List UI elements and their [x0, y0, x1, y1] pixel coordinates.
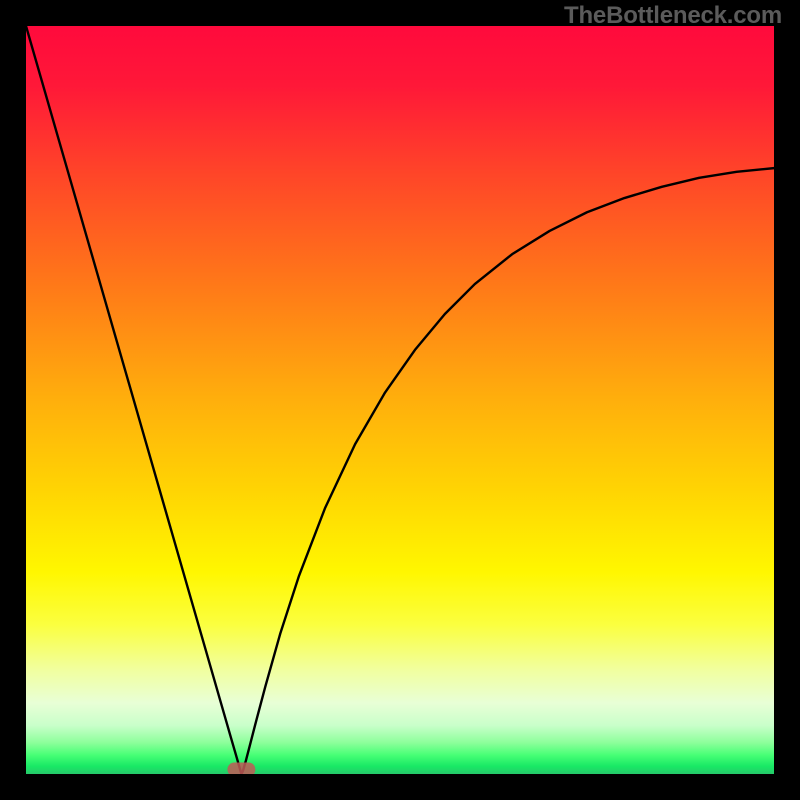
chart-background [26, 26, 774, 774]
chart-frame [0, 0, 800, 800]
dip-marker [227, 763, 255, 774]
watermark-text: TheBottleneck.com [564, 2, 782, 30]
chart-svg [26, 26, 774, 774]
